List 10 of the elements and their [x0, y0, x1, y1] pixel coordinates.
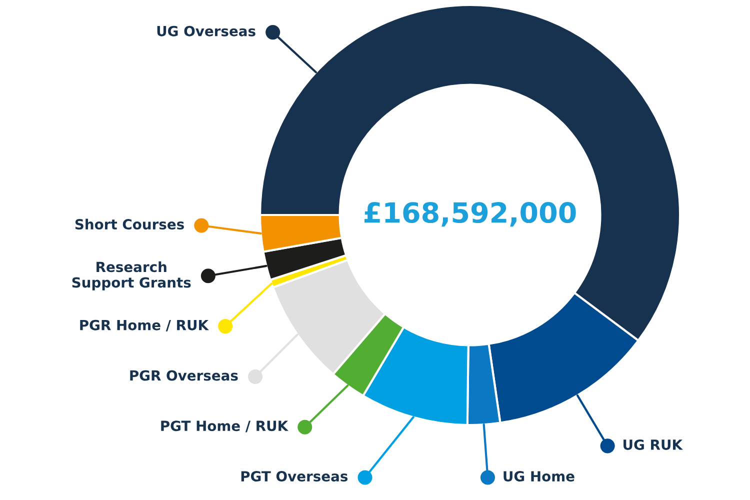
slice-label: UG RUK: [624, 439, 683, 450]
legend-label: PGR Home / RUK: [80, 320, 209, 332]
legend-label: PGT Home / RUK: [161, 420, 288, 432]
legend-label: UG Overseas: [157, 26, 256, 36]
legend-label: PGT Overseas: [241, 471, 348, 482]
legend-label: PGR Overseas: [130, 370, 238, 381]
slice-label: UG Home: [504, 471, 574, 482]
legend-label: Short Courses: [75, 218, 184, 230]
legend-label: Research Support Grants: [72, 261, 191, 290]
text: £168,592,000: [364, 202, 576, 227]
